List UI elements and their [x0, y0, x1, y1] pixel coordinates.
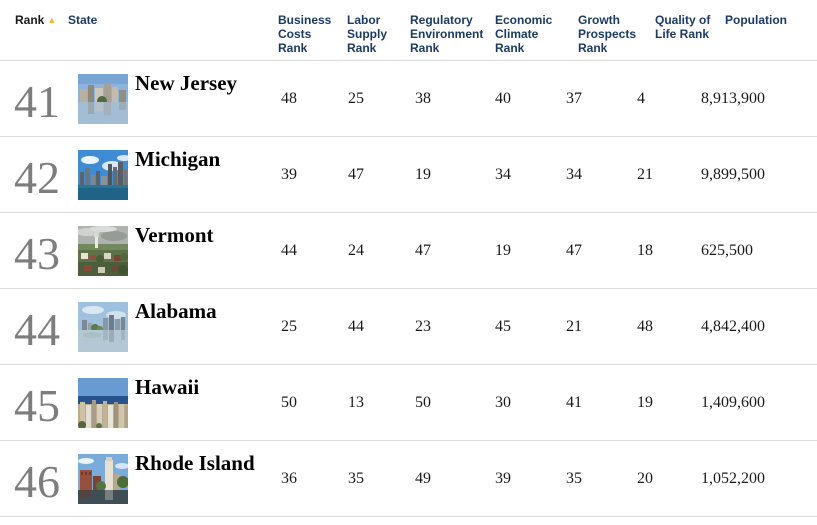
rank-cell: 42 — [0, 149, 63, 201]
population-value: 1,409,600 — [701, 393, 765, 411]
quality-of-life-rank-value: 20 — [637, 469, 653, 487]
business-costs-rank-value: 36 — [281, 469, 297, 487]
economic-climate-rank-value: 19 — [495, 241, 511, 259]
growth-prospects-rank-value: 21 — [566, 317, 582, 335]
rank-cell: 41 — [0, 73, 63, 125]
population-value: 9,899,500 — [701, 165, 765, 183]
state-cell: Hawaii — [63, 374, 278, 428]
economic-climate-rank-value: 40 — [495, 89, 511, 107]
column-header-rank[interactable]: Rank ▲ — [0, 13, 63, 27]
column-header-state-label: State — [68, 13, 98, 27]
rank-cell: 44 — [0, 301, 63, 353]
quality-of-life-rank-value: 19 — [637, 393, 653, 411]
growth-prospects-rank-value: 34 — [566, 165, 582, 183]
table-row: 42 Michigan 39 47 19 34 34 21 — [0, 137, 817, 213]
rank-value: 46 — [14, 455, 60, 507]
economic-climate-rank-value: 30 — [495, 393, 511, 411]
birmingham-skyline-photo[interactable] — [78, 301, 128, 352]
growth-prospects-rank-value: 41 — [566, 393, 582, 411]
economic-climate-rank-value: 34 — [495, 165, 511, 183]
quality-of-life-rank-value: 48 — [637, 317, 653, 335]
business-costs-rank-value: 39 — [281, 165, 297, 183]
population-value: 625,500 — [701, 241, 753, 259]
regulatory-environment-rank-value: 19 — [415, 165, 431, 183]
state-cell: Rhode Island — [63, 450, 278, 504]
state-cell: Alabama — [63, 298, 278, 352]
column-header-rank-label: Rank — [15, 13, 45, 27]
column-header-growth-prospects-rank[interactable]: Growth Prospects Rank — [562, 13, 636, 55]
state-name-link[interactable]: Alabama — [135, 298, 217, 323]
column-header-quality-of-life-label: Quality of Life Rank — [655, 13, 711, 41]
column-header-business-costs-rank[interactable]: Business Costs Rank — [278, 13, 347, 55]
labor-supply-rank-value: 35 — [348, 469, 364, 487]
column-header-economic-climate-label: Economic Climate Rank — [495, 13, 553, 55]
state-cell: Michigan — [63, 146, 278, 200]
providence-skyline-photo[interactable] — [78, 453, 128, 504]
column-header-economic-climate-rank[interactable]: Economic Climate Rank — [492, 13, 562, 55]
state-name-link[interactable]: Hawaii — [135, 374, 200, 399]
population-value: 1,052,200 — [701, 469, 765, 487]
quality-of-life-rank-value: 4 — [637, 89, 645, 107]
population-value: 4,842,400 — [701, 317, 765, 335]
rank-value: 45 — [14, 379, 60, 431]
column-header-state[interactable]: State — [63, 13, 278, 27]
regulatory-environment-rank-value: 49 — [415, 469, 431, 487]
detroit-skyline-photo[interactable] — [78, 149, 128, 200]
regulatory-environment-rank-value: 47 — [415, 241, 431, 259]
honolulu-skyline-photo[interactable] — [78, 377, 128, 428]
column-header-regulatory-environment-label: Regulatory Environment Rank — [410, 13, 484, 55]
labor-supply-rank-value: 13 — [348, 393, 364, 411]
state-cell: New Jersey — [63, 70, 278, 124]
labor-supply-rank-value: 44 — [348, 317, 364, 335]
labor-supply-rank-value: 25 — [348, 89, 364, 107]
regulatory-environment-rank-value: 38 — [415, 89, 431, 107]
table-row: 46 Rhode Island 36 35 49 3 — [0, 441, 817, 517]
rank-cell: 46 — [0, 453, 63, 505]
state-name-link[interactable]: Michigan — [135, 146, 221, 171]
labor-supply-rank-value: 47 — [348, 165, 364, 183]
rank-value: 41 — [14, 75, 60, 127]
growth-prospects-rank-value: 37 — [566, 89, 582, 107]
business-costs-rank-value: 50 — [281, 393, 297, 411]
column-header-population[interactable]: Population — [698, 13, 817, 27]
regulatory-environment-rank-value: 23 — [415, 317, 431, 335]
column-header-regulatory-environment-rank[interactable]: Regulatory Environment Rank — [410, 13, 492, 55]
state-name-link[interactable]: Rhode Island — [135, 450, 255, 475]
quality-of-life-rank-value: 21 — [637, 165, 653, 183]
state-name-link[interactable]: Vermont — [135, 222, 214, 247]
table-row: 45 Hawaii 50 13 50 30 41 19 — [0, 365, 817, 441]
column-header-labor-supply-rank[interactable]: Labor Supply Rank — [347, 13, 410, 55]
state-name-link[interactable]: New Jersey — [135, 70, 238, 95]
rank-cell: 43 — [0, 225, 63, 277]
column-header-labor-supply-label: Labor Supply Rank — [347, 13, 388, 55]
table-row: 43 Vermont 44 — [0, 213, 817, 289]
business-costs-rank-value: 44 — [281, 241, 297, 259]
column-header-business-costs-label: Business Costs Rank — [278, 13, 332, 55]
economic-climate-rank-value: 45 — [495, 317, 511, 335]
rank-value: 42 — [14, 151, 60, 203]
vermont-town-photo[interactable] — [78, 225, 128, 276]
column-header-population-label: Population — [725, 13, 787, 27]
business-costs-rank-value: 25 — [281, 317, 297, 335]
newark-skyline-photo[interactable] — [78, 73, 128, 124]
labor-supply-rank-value: 24 — [348, 241, 364, 259]
growth-prospects-rank-value: 47 — [566, 241, 582, 259]
growth-prospects-rank-value: 35 — [566, 469, 582, 487]
column-header-growth-prospects-label: Growth Prospects Rank — [578, 13, 637, 55]
economic-climate-rank-value: 39 — [495, 469, 511, 487]
table-row: 41 New Jersey 48 25 38 40 — [0, 61, 817, 137]
rank-value: 44 — [14, 303, 60, 355]
quality-of-life-rank-value: 18 — [637, 241, 653, 259]
regulatory-environment-rank-value: 50 — [415, 393, 431, 411]
rank-cell: 45 — [0, 377, 63, 429]
table-row: 44 Alabama 25 44 23 — [0, 289, 817, 365]
rank-value: 43 — [14, 227, 60, 279]
population-value: 8,913,900 — [701, 89, 765, 107]
state-cell: Vermont — [63, 222, 278, 276]
column-header-quality-of-life-rank[interactable]: Quality of Life Rank — [634, 13, 710, 41]
business-costs-rank-value: 48 — [281, 89, 297, 107]
sort-ascending-icon: ▲ — [47, 15, 57, 25]
table-header-row: Rank ▲ State Business Costs Rank Labor Su… — [0, 0, 817, 61]
